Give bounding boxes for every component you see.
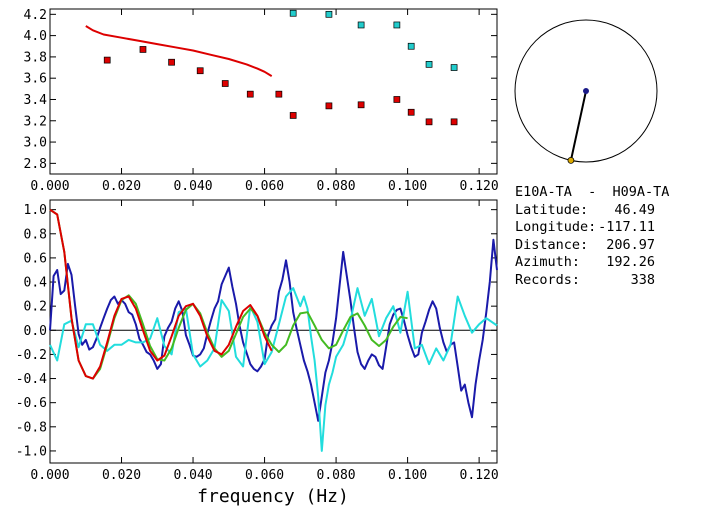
y-tick-label: 0.6 — [24, 251, 47, 266]
data-point — [325, 10, 333, 18]
data-point — [246, 90, 254, 98]
info-value: 192.26 — [606, 254, 655, 270]
y-tick-label: 2.8 — [24, 157, 47, 172]
station-b-marker — [567, 156, 575, 164]
data-point — [289, 112, 297, 119]
series-line-0 — [49, 238, 498, 422]
info-value: -117.11 — [598, 219, 655, 235]
coherence-series — [49, 208, 498, 452]
dispersion-y-ticks: 2.8 3.0 3.2 3.4 3.6 3.8 4.0 4.2 — [24, 8, 497, 172]
series-line-0 — [85, 25, 273, 77]
y-tick-label: 3.2 — [24, 114, 47, 129]
x-tick-label: 0.080 — [317, 179, 356, 194]
y-tick-label: 3.8 — [24, 50, 47, 65]
x-tick-label: 0.000 — [30, 468, 69, 483]
data-point — [407, 108, 415, 116]
info-label: Azimuth: — [515, 254, 581, 270]
data-point — [221, 80, 229, 87]
y-tick-label: 0.8 — [24, 227, 47, 242]
data-point — [325, 102, 333, 110]
x-tick-label: 0.080 — [317, 468, 356, 483]
y-tick-label: -1.0 — [16, 444, 47, 459]
x-tick-label: 0.060 — [245, 179, 284, 194]
series-line-1 — [49, 287, 498, 452]
station-pair-title: E10A-TA - H09A-TA — [515, 184, 670, 200]
coherence-x-ticks: 0.000 0.020 0.040 0.060 0.080 0.100 0.120 — [30, 200, 499, 483]
x-tick-label: 0.040 — [173, 468, 212, 483]
y-tick-label: -0.6 — [16, 396, 47, 411]
info-value: 46.49 — [614, 201, 655, 218]
x-axis-label: frequency (Hz) — [197, 486, 349, 507]
y-tick-label: -0.4 — [16, 372, 47, 387]
coherence-plot-frame — [49, 199, 498, 464]
x-tick-label: 0.100 — [388, 179, 427, 194]
data-point — [196, 67, 204, 75]
info-label: Records: — [515, 271, 581, 288]
y-tick-label: 3.6 — [24, 72, 47, 87]
y-tick-label: 1.0 — [24, 203, 47, 218]
x-tick-label: 0.000 — [30, 179, 69, 194]
data-point — [357, 21, 365, 29]
y-tick-label: 4.2 — [24, 8, 47, 23]
info-label: Longitude: — [515, 219, 597, 235]
y-tick-label: -0.2 — [16, 348, 47, 363]
x-tick-label: 0.120 — [460, 179, 499, 194]
dispersion-panel: 2.8 3.0 3.2 3.4 3.6 3.8 4.0 4.2 0.000 0.020 0.040… — [24, 8, 499, 194]
x-tick-label: 0.020 — [102, 179, 141, 194]
map-ring — [514, 19, 658, 163]
azimuth-line — [569, 90, 587, 161]
y-tick-label: 0.4 — [24, 276, 48, 291]
y-tick-label: 0.0 — [24, 324, 47, 339]
data-point — [103, 56, 111, 64]
x-tick-label: 0.020 — [102, 468, 141, 483]
data-point — [450, 64, 458, 71]
data-point — [393, 96, 401, 103]
info-label: Distance: — [515, 236, 589, 253]
dispersion-x-ticks: 0.000 0.020 0.040 0.060 0.080 0.100 0.120 — [30, 9, 499, 194]
y-tick-label: 3.4 — [24, 93, 48, 108]
data-point — [289, 9, 297, 17]
info-row-records: Records: 338 — [515, 272, 669, 290]
data-point — [450, 118, 458, 126]
station-a-marker — [583, 88, 589, 94]
info-row-azimuth: Azimuth: 192.26 — [515, 254, 669, 272]
coherence-panel: 1.0 0.8 0.6 0.4 0.2 0.0 -0.2 -0.4 -0.6 -0.8 -1.0 0… — [16, 199, 499, 507]
station-map — [514, 19, 658, 164]
info-value: 338 — [630, 271, 655, 288]
y-tick-label: 0.2 — [24, 300, 47, 315]
info-row-distance: Distance: 206.97 — [515, 237, 669, 255]
coherence-y-ticks: 1.0 0.8 0.6 0.4 0.2 0.0 -0.2 -0.4 -0.6 -0.8 -1.0 — [16, 203, 497, 459]
x-tick-label: 0.060 — [245, 468, 284, 483]
data-point — [407, 42, 415, 50]
data-point — [393, 21, 401, 29]
x-tick-label: 0.040 — [173, 179, 212, 194]
x-tick-label: 0.100 — [388, 468, 427, 483]
info-label: Latitude: — [515, 201, 589, 218]
info-value: 206.97 — [606, 236, 655, 253]
y-tick-label: -0.8 — [16, 420, 47, 435]
data-point — [275, 90, 283, 98]
dispersion-series — [85, 9, 458, 126]
series-line-3 — [49, 208, 273, 380]
data-point — [168, 58, 175, 66]
info-row-longitude: Longitude: -117.11 — [515, 219, 669, 237]
x-tick-label: 0.120 — [460, 468, 499, 483]
y-tick-label: 4.0 — [24, 29, 47, 44]
data-point — [139, 46, 147, 53]
y-tick-label: 3.0 — [24, 136, 47, 151]
data-point — [425, 118, 433, 126]
station-info-panel: E10A-TA - H09A-TA Latitude: 46.49 Longitu… — [515, 184, 669, 289]
data-point — [425, 61, 433, 68]
dispersion-plot-frame — [49, 8, 498, 175]
info-row-latitude: Latitude: 46.49 — [515, 202, 669, 220]
data-point — [357, 101, 365, 109]
